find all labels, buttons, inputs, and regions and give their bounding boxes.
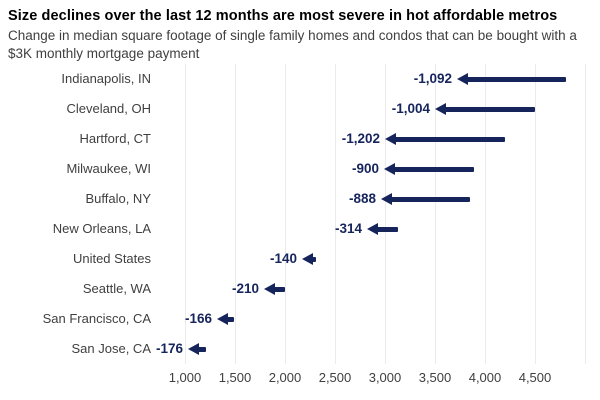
arrow-head-icon (385, 133, 396, 145)
category-label: San Jose, CA (71, 341, 152, 356)
arrow-line (393, 166, 474, 172)
value-label: -1,092 (413, 71, 452, 86)
category-label: Hartford, CT (79, 131, 151, 146)
arrow-line (466, 76, 567, 82)
arrow-head-icon (384, 163, 395, 175)
category-label: Milwaukee, WI (66, 161, 151, 176)
arrow-line (376, 226, 399, 232)
arrow-line (311, 256, 316, 262)
arrow-head-icon (367, 223, 378, 235)
arrow-line (226, 316, 234, 322)
arrow-head-icon (188, 343, 199, 355)
category-label: Buffalo, NY (85, 191, 151, 206)
value-label: -314 (334, 221, 362, 236)
x-axis-tick-label: 4,000 (468, 370, 502, 385)
arrow-line (394, 136, 506, 142)
arrow-line (197, 346, 206, 352)
gridline (335, 64, 336, 364)
x-axis-tick-label: 1,500 (218, 370, 252, 385)
gridline (235, 64, 236, 364)
value-label: -888 (348, 191, 376, 206)
x-axis-tick-label: 3,500 (418, 370, 452, 385)
arrow-line (444, 106, 536, 112)
x-axis-tick-label: 2,500 (318, 370, 352, 385)
x-axis-tick-label: 1,000 (168, 370, 202, 385)
value-label: -1,202 (341, 131, 380, 146)
gridline (385, 64, 386, 364)
value-label: -176 (155, 341, 183, 356)
arrow-head-icon (381, 193, 392, 205)
gridline (285, 64, 286, 364)
arrow-line (390, 196, 470, 202)
category-label: San Francisco, CA (42, 311, 151, 326)
gridline (435, 64, 436, 364)
arrow-head-icon (264, 283, 275, 295)
plot-area: 1,000 1,500 2,000 2,500 3,000 3,500 4,000 4,500… (0, 64, 600, 394)
value-label: -166 (184, 311, 212, 326)
value-label: -900 (351, 161, 379, 176)
arrow-head-icon (302, 253, 313, 265)
gridline (535, 64, 536, 364)
arrow-head-icon (217, 313, 228, 325)
category-label: United States (72, 251, 151, 266)
category-label: Seattle, WA (82, 281, 151, 296)
category-label: New Orleans, LA (52, 221, 151, 236)
category-label: Cleveland, OH (66, 101, 151, 116)
x-axis-tick-label: 4,500 (518, 370, 552, 385)
arrow-line (273, 286, 285, 292)
arrow-head-icon (435, 103, 446, 115)
chart-subtitle: Change in median square footage of singl… (8, 28, 577, 61)
value-label: -140 (269, 251, 297, 266)
x-axis-tick-label: 3,000 (368, 370, 402, 385)
value-label: -1,004 (391, 101, 430, 116)
category-label: Indianapolis, IN (61, 71, 151, 86)
gridline (185, 64, 186, 364)
x-axis-tick-label: 2,000 (268, 370, 302, 385)
chart-title: Size declines over the last 12 months ar… (8, 8, 558, 24)
arrow-head-icon (457, 73, 468, 85)
value-label: -210 (231, 281, 259, 296)
gridline (585, 64, 586, 364)
gridline (485, 64, 486, 364)
